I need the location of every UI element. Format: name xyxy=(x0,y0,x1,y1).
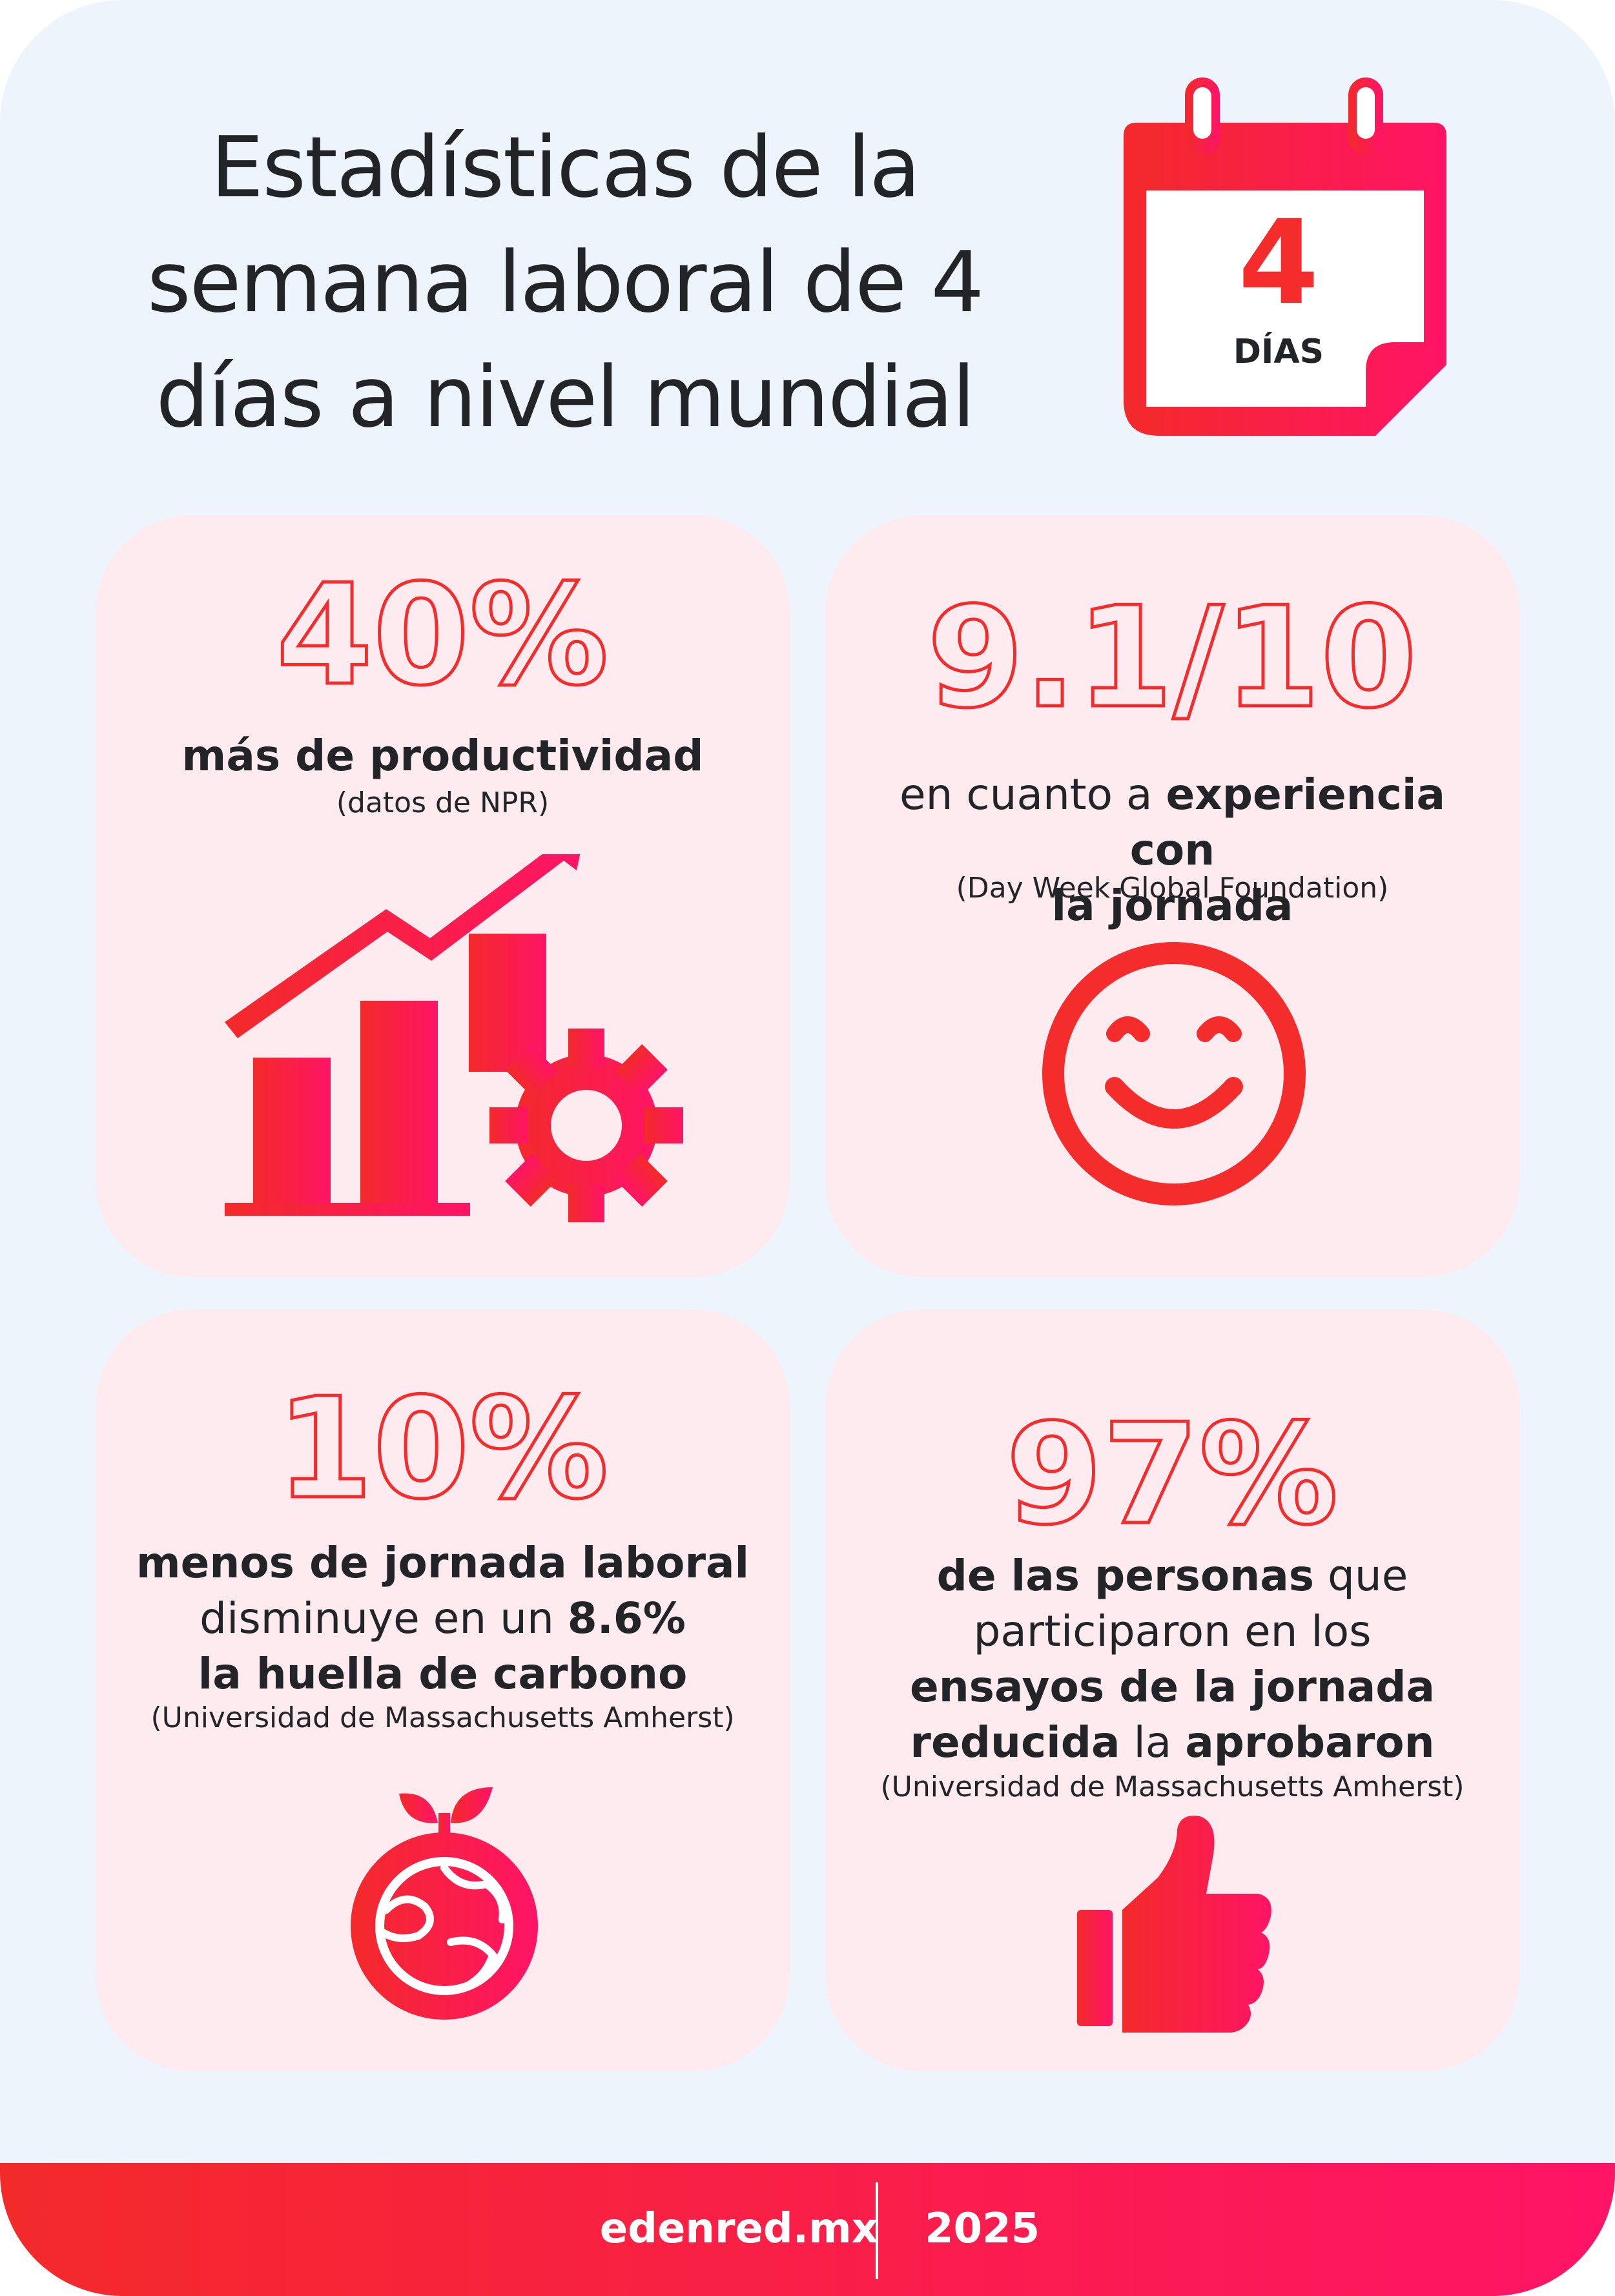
earth-sprout-icon xyxy=(351,1787,538,2020)
title-line-1: Estadísticas de la xyxy=(211,118,921,216)
stat-description-bold-2: ensayos de la jornada xyxy=(909,1662,1435,1712)
stat-description-bold: más de productividad xyxy=(181,731,704,781)
stat-description-plain: en cuanto a xyxy=(899,770,1166,819)
footer-url[interactable]: edenred.mx xyxy=(599,2205,878,2253)
stat-description: de las personas que participaron en los … xyxy=(851,1548,1494,1770)
stat-source: (datos de NPR) xyxy=(336,786,550,819)
stat-source: (Day Week Global Foundation) xyxy=(956,872,1389,905)
stat-description-bold: menos de jornada laboral xyxy=(136,1538,750,1588)
stat-description-plain-3: la xyxy=(1120,1717,1186,1767)
title-line-3: días a nivel mundial xyxy=(156,348,975,446)
stat-description: más de productividad xyxy=(121,728,764,784)
stat-description: menos de jornada laboral disminuye en un… xyxy=(121,1535,764,1702)
stat-card-approval: 97% de las personas que participaron en … xyxy=(825,1309,1519,2071)
stat-description-bold-4: aprobaron xyxy=(1185,1717,1435,1767)
stat-value: 40% xyxy=(274,553,610,718)
footer-year: 2025 xyxy=(925,2205,1040,2253)
stat-value-text: 10% xyxy=(276,1368,609,1530)
stat-description-bold-2: 8.6% xyxy=(567,1594,686,1643)
stat-value-text: 9.1/10 xyxy=(927,577,1417,739)
stat-value: 9.1/10 xyxy=(925,575,1419,741)
stat-value: 10% xyxy=(274,1366,610,1532)
stat-description-plain-2: participaron en los xyxy=(973,1606,1372,1656)
calendar-label: DÍAS xyxy=(1233,333,1324,371)
stat-source: (Universidad de Massachusetts Amherst) xyxy=(880,1770,1465,1803)
footer-divider xyxy=(876,2182,878,2279)
stat-description-bold-3: reducida xyxy=(910,1717,1120,1767)
stat-description-bold-2: la jornada xyxy=(1051,881,1293,930)
stat-card-experience: 9.1/10 en cuanto a experiencia con la jo… xyxy=(825,515,1519,1277)
smiley-face-icon xyxy=(1042,942,1306,1205)
stat-value: 97% xyxy=(1004,1392,1340,1557)
calendar-icon xyxy=(1124,77,1446,436)
growth-chart-gear-icon xyxy=(225,854,683,1222)
calendar-number: 4 xyxy=(1238,196,1319,331)
stat-value-text: 40% xyxy=(276,554,609,716)
stat-value-text: 97% xyxy=(1006,1393,1339,1555)
title-line-2: semana laboral de 4 xyxy=(147,233,984,331)
stat-description: en cuanto a experiencia con la jornada xyxy=(851,767,1494,934)
thumbs-up-icon xyxy=(1077,1816,1271,2033)
stat-description-bold: de las personas xyxy=(936,1551,1315,1601)
stat-card-hours: 10% menos de jornada laboral disminuye e… xyxy=(96,1309,790,2071)
page-title: Estadísticas de la semana laboral de 4 d… xyxy=(97,110,1033,455)
stat-description-plain: disminuye en un xyxy=(200,1594,568,1643)
stat-source: (Universidad de Massachusetts Amherst) xyxy=(150,1701,735,1734)
stat-description-bold-3: la huella de carbono xyxy=(198,1649,688,1699)
stat-description-plain: que xyxy=(1314,1551,1408,1601)
footer-bar: edenred.mx 2025 xyxy=(0,2163,1615,2296)
stat-description-bold: experiencia con xyxy=(1129,770,1445,875)
stat-card-productivity: 40% más de productividad (datos de NPR) xyxy=(96,515,790,1277)
